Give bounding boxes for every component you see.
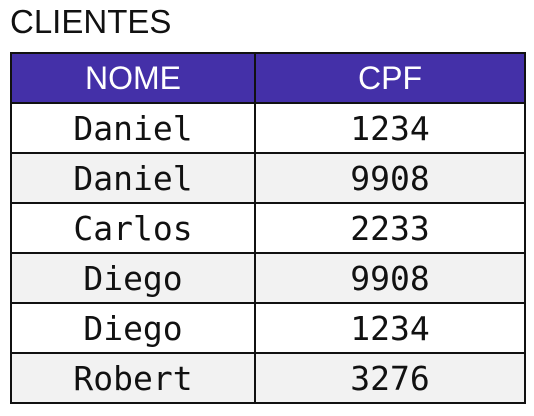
cell-cpf: 9908 — [254, 252, 526, 304]
table-row: Carlos 2233 — [10, 202, 526, 254]
cell-cpf: 1234 — [254, 302, 526, 354]
column-header-cpf: CPF — [254, 52, 526, 104]
cell-cpf: 3276 — [254, 352, 526, 404]
table-header-row: NOME CPF — [10, 52, 526, 104]
table-row: Robert 3276 — [10, 352, 526, 404]
cell-nome: Daniel — [10, 102, 256, 154]
column-header-nome: NOME — [10, 52, 256, 104]
cell-nome: Carlos — [10, 202, 256, 254]
clientes-table: NOME CPF Daniel 1234 Daniel 9908 Carlos … — [10, 52, 526, 404]
cell-cpf: 9908 — [254, 152, 526, 204]
table-title: CLIENTES — [10, 3, 172, 40]
cell-cpf: 2233 — [254, 202, 526, 254]
cell-cpf: 1234 — [254, 102, 526, 154]
table-row: Daniel 9908 — [10, 152, 526, 204]
cell-nome: Diego — [10, 302, 256, 354]
table-row: Daniel 1234 — [10, 102, 526, 154]
table-row: Diego 9908 — [10, 252, 526, 304]
table-row: Diego 1234 — [10, 302, 526, 354]
cell-nome: Daniel — [10, 152, 256, 204]
cell-nome: Diego — [10, 252, 256, 304]
cell-nome: Robert — [10, 352, 256, 404]
